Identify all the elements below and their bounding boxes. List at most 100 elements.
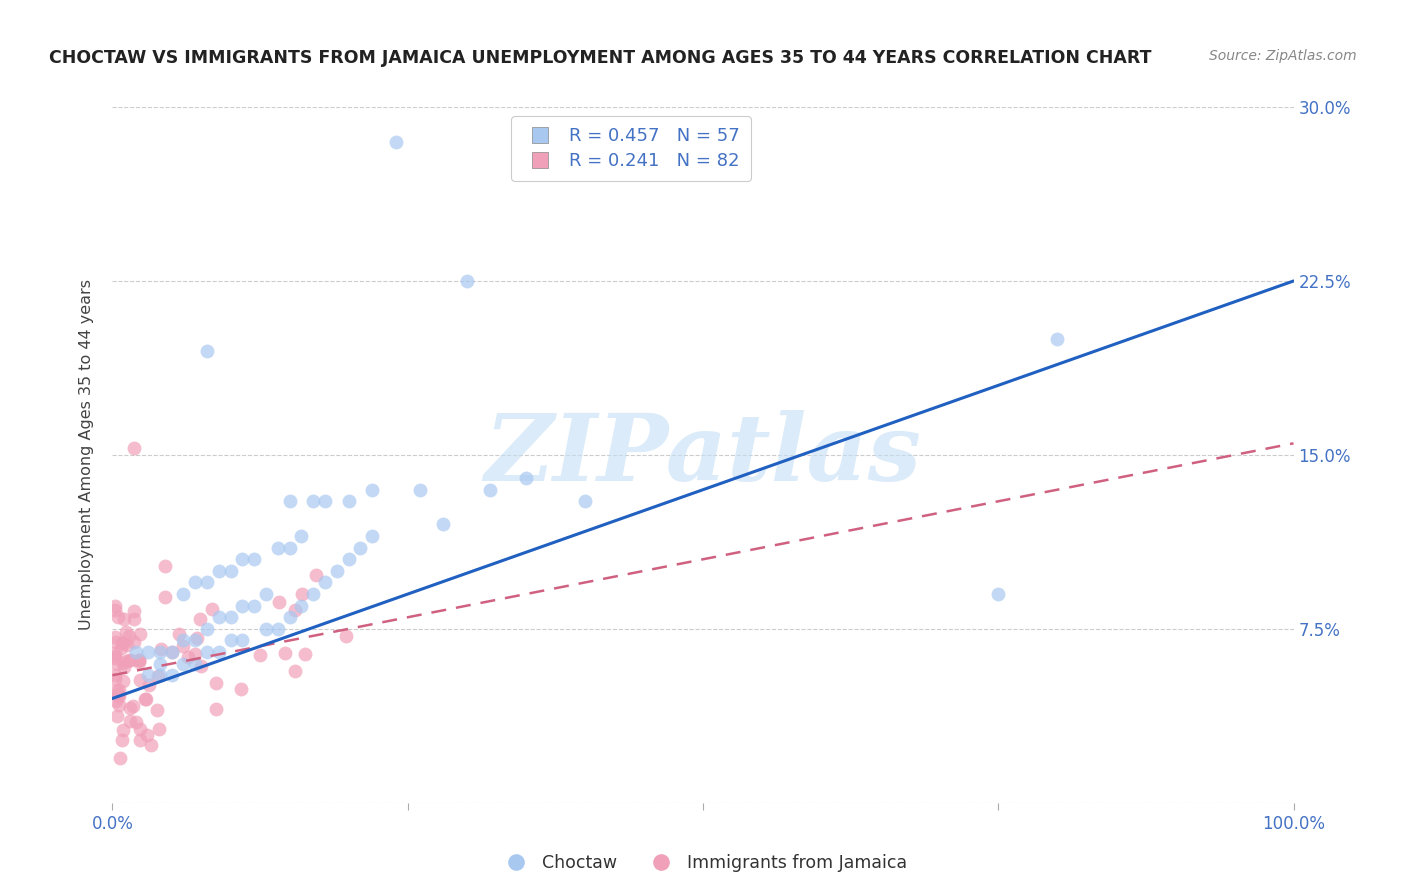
- Point: [243, 599, 266, 613]
- Point: [231, 633, 253, 648]
- Point: [208, 564, 231, 578]
- Point: [111, 636, 134, 650]
- Point: [432, 517, 454, 532]
- Point: [149, 645, 172, 659]
- Point: [160, 645, 183, 659]
- Point: [122, 612, 145, 626]
- Point: [294, 648, 316, 662]
- Point: [104, 668, 127, 682]
- Point: [128, 733, 150, 747]
- Point: [314, 494, 336, 508]
- Point: [136, 668, 159, 682]
- Point: [145, 703, 167, 717]
- Point: [184, 575, 207, 590]
- Point: [115, 638, 138, 652]
- Point: [118, 701, 141, 715]
- Text: ZIPatlas: ZIPatlas: [485, 410, 921, 500]
- Point: [107, 687, 129, 701]
- Point: [128, 655, 150, 669]
- Legend: Choctaw, Immigrants from Jamaica: Choctaw, Immigrants from Jamaica: [492, 847, 914, 879]
- Point: [172, 587, 194, 601]
- Point: [190, 658, 212, 673]
- Point: [104, 634, 127, 648]
- Point: [284, 664, 307, 678]
- Point: [107, 689, 129, 703]
- Point: [111, 673, 134, 688]
- Point: [208, 610, 231, 624]
- Point: [114, 624, 136, 639]
- Point: [195, 343, 218, 358]
- Point: [120, 653, 142, 667]
- Point: [574, 494, 596, 508]
- Point: [208, 645, 231, 659]
- Text: CHOCTAW VS IMMIGRANTS FROM JAMAICA UNEMPLOYMENT AMONG AGES 35 TO 44 YEARS CORREL: CHOCTAW VS IMMIGRANTS FROM JAMAICA UNEMP…: [49, 49, 1152, 67]
- Point: [150, 641, 173, 656]
- Point: [129, 673, 152, 687]
- Point: [267, 622, 290, 636]
- Point: [195, 645, 218, 659]
- Point: [278, 541, 301, 555]
- Point: [314, 575, 336, 590]
- Point: [115, 654, 138, 668]
- Point: [125, 645, 148, 659]
- Point: [141, 738, 163, 752]
- Point: [108, 682, 131, 697]
- Point: [105, 709, 128, 723]
- Point: [290, 529, 312, 543]
- Point: [195, 575, 218, 590]
- Point: [186, 631, 208, 645]
- Point: [219, 564, 242, 578]
- Point: [302, 587, 325, 601]
- Point: [124, 635, 146, 649]
- Legend: R = 0.457   N = 57, R = 0.241   N = 82: R = 0.457 N = 57, R = 0.241 N = 82: [512, 116, 751, 181]
- Point: [361, 529, 384, 543]
- Point: [305, 567, 328, 582]
- Point: [231, 552, 253, 566]
- Point: [146, 669, 169, 683]
- Point: [121, 698, 143, 713]
- Point: [107, 689, 129, 703]
- Point: [1046, 332, 1069, 346]
- Point: [125, 715, 148, 730]
- Point: [254, 622, 277, 636]
- Point: [112, 660, 135, 674]
- Point: [108, 698, 131, 712]
- Point: [456, 274, 478, 288]
- Point: [112, 656, 135, 670]
- Point: [302, 494, 325, 508]
- Point: [184, 647, 207, 661]
- Point: [361, 483, 384, 497]
- Point: [107, 610, 129, 624]
- Point: [149, 668, 172, 682]
- Point: [231, 599, 253, 613]
- Point: [205, 701, 228, 715]
- Point: [107, 683, 129, 698]
- Point: [201, 602, 224, 616]
- Point: [122, 441, 145, 455]
- Point: [111, 732, 134, 747]
- Point: [172, 657, 194, 671]
- Point: [120, 653, 142, 667]
- Point: [987, 587, 1010, 601]
- Point: [243, 552, 266, 566]
- Point: [385, 135, 408, 149]
- Point: [104, 672, 127, 686]
- Point: [184, 633, 207, 648]
- Point: [155, 591, 177, 605]
- Point: [118, 628, 141, 642]
- Point: [167, 627, 190, 641]
- Point: [134, 692, 156, 706]
- Point: [136, 645, 159, 659]
- Point: [229, 682, 252, 697]
- Point: [104, 646, 127, 660]
- Text: Source: ZipAtlas.com: Source: ZipAtlas.com: [1209, 49, 1357, 63]
- Point: [195, 622, 218, 636]
- Point: [290, 599, 312, 613]
- Point: [111, 636, 134, 650]
- Point: [105, 694, 128, 708]
- Point: [104, 603, 127, 617]
- Point: [335, 629, 357, 643]
- Point: [267, 541, 290, 555]
- Y-axis label: Unemployment Among Ages 35 to 44 years: Unemployment Among Ages 35 to 44 years: [79, 279, 94, 631]
- Point: [104, 599, 127, 613]
